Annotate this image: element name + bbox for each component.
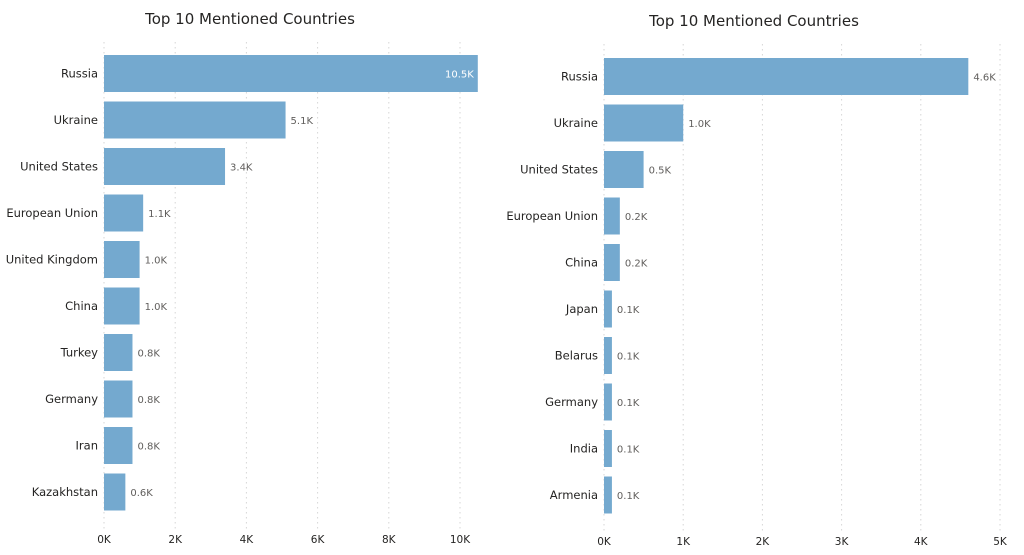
- category-label: Turkey: [60, 346, 99, 360]
- bar: [104, 194, 144, 232]
- x-tick-label: 0K: [597, 536, 612, 548]
- data-label: 0.1K: [617, 491, 640, 502]
- category-label: Armenia: [550, 488, 598, 502]
- bar: [604, 290, 612, 328]
- x-tick-label: 8K: [382, 534, 397, 546]
- data-label: 0.1K: [617, 305, 640, 316]
- category-label: Russia: [61, 67, 98, 81]
- bar: [604, 244, 620, 281]
- bar: [604, 337, 612, 374]
- bar: [104, 427, 133, 464]
- bar: [104, 334, 133, 371]
- bar: [104, 380, 133, 418]
- x-tick-label: 4K: [240, 534, 255, 546]
- category-label: United States: [20, 160, 98, 174]
- bar: [104, 101, 286, 139]
- category-label: United Kingdom: [6, 253, 98, 267]
- bar: [604, 430, 612, 467]
- chart-title: Top 10 Mentioned Countries: [648, 12, 859, 30]
- data-label: 1.0K: [688, 119, 711, 130]
- data-label: 1.1K: [148, 209, 171, 220]
- chart-title: Top 10 Mentioned Countries: [144, 10, 355, 28]
- x-tick-label: 2K: [168, 534, 183, 546]
- category-label: Germany: [45, 392, 98, 406]
- bar: [104, 473, 126, 511]
- category-label: Russia: [561, 70, 598, 84]
- data-label: 0.1K: [617, 445, 640, 456]
- bar: [104, 241, 140, 278]
- data-label: 0.8K: [137, 349, 160, 360]
- data-label: 0.5K: [649, 166, 672, 177]
- category-label: Iran: [76, 439, 98, 453]
- bar: [604, 383, 612, 421]
- bar: [604, 476, 612, 514]
- bar: [604, 104, 684, 142]
- x-tick-label: 2K: [756, 536, 771, 548]
- bar: [604, 58, 969, 95]
- category-label: Ukraine: [554, 116, 598, 130]
- bar: [604, 151, 644, 188]
- category-label: India: [570, 442, 598, 456]
- x-tick-label: 6K: [311, 534, 326, 546]
- x-tick-label: 4K: [914, 536, 929, 548]
- data-label: 0.2K: [625, 259, 648, 270]
- data-label: 5.1K: [291, 116, 314, 127]
- category-label: Germany: [545, 395, 598, 409]
- category-label: China: [65, 299, 98, 313]
- bar: [104, 148, 226, 185]
- data-label: 10.5K: [445, 70, 474, 81]
- x-tick-label: 5K: [993, 536, 1008, 548]
- bar: [104, 55, 478, 92]
- data-label: 0.1K: [617, 352, 640, 363]
- bar: [104, 287, 140, 325]
- category-label: Belarus: [555, 349, 598, 363]
- x-tick-label: 3K: [835, 536, 850, 548]
- data-label: 0.6K: [130, 488, 153, 499]
- category-label: China: [565, 256, 598, 270]
- x-tick-label: 1K: [676, 536, 691, 548]
- category-label: Ukraine: [54, 113, 98, 127]
- data-label: 4.6K: [973, 73, 996, 84]
- category-label: Japan: [565, 302, 598, 316]
- category-label: European Union: [506, 209, 598, 223]
- data-label: 3.4K: [230, 163, 253, 174]
- data-label: 0.8K: [137, 395, 160, 406]
- category-label: European Union: [6, 206, 98, 220]
- data-label: 0.1K: [617, 398, 640, 409]
- data-label: 0.8K: [137, 442, 160, 453]
- category-label: United States: [520, 163, 598, 177]
- x-tick-label: 10K: [450, 534, 471, 546]
- bar: [604, 197, 620, 235]
- category-label: Kazakhstan: [32, 485, 98, 499]
- data-label: 0.2K: [625, 212, 648, 223]
- data-label: 1.0K: [145, 302, 168, 313]
- data-label: 1.0K: [145, 256, 168, 267]
- x-tick-label: 0K: [97, 534, 112, 546]
